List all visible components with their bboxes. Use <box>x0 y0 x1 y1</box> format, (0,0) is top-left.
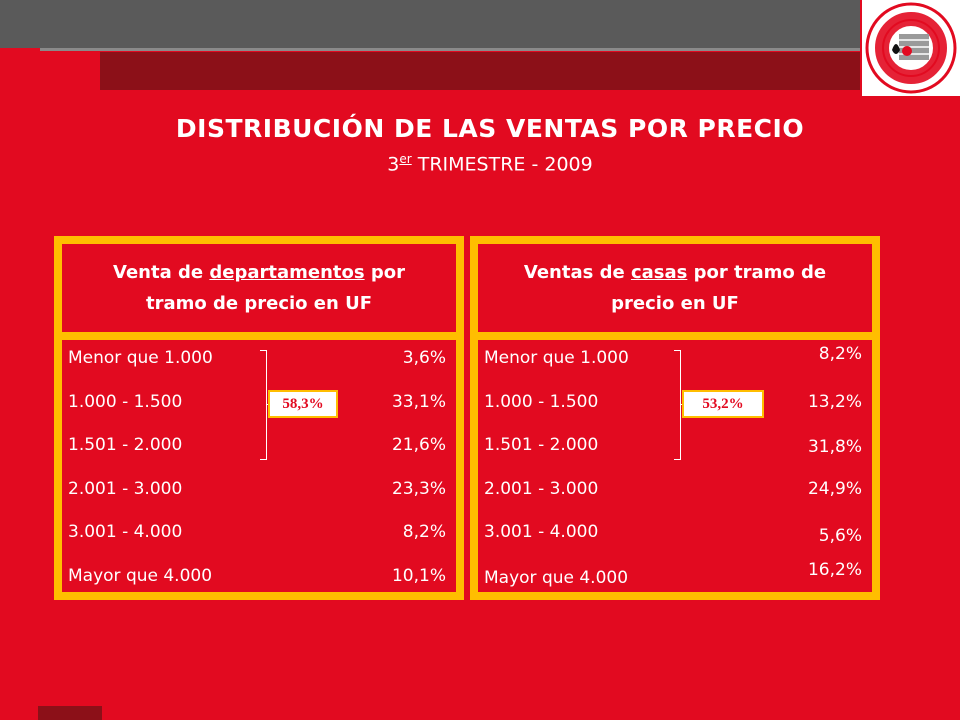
subtitle-period: TRIMESTRE - 2009 <box>411 153 593 176</box>
subtotal-badge: 58,3% <box>268 390 338 418</box>
share-value: 21,6% <box>391 435 446 455</box>
share-value: 24,9% <box>807 479 862 499</box>
share-value: 13,2% <box>807 392 862 412</box>
subtitle-number: 3 <box>387 153 400 176</box>
apartments-panel-heading: Venta de departamentos por tramo de prec… <box>62 244 456 340</box>
range-label: 2.001 - 3.000 <box>484 479 599 499</box>
table-row: 3.001 - 4.000 5,6% <box>478 518 872 548</box>
apartments-panel: Venta de departamentos por tramo de prec… <box>54 236 464 600</box>
table-row: 2.001 - 3.000 23,3% <box>62 475 456 505</box>
range-label: 1.000 - 1.500 <box>484 392 599 412</box>
share-value: 3,6% <box>402 348 446 368</box>
heading-prefix: Venta de <box>113 262 210 283</box>
table-row: 1.501 - 2.000 21,6% <box>62 431 456 461</box>
share-value: 16,2% <box>807 560 862 580</box>
houses-panel-heading: Ventas de casas por tramo de precio en U… <box>478 244 872 340</box>
range-label: 3.001 - 4.000 <box>68 522 183 542</box>
table-row: Mayor que 4.000 10,1% <box>62 562 456 592</box>
range-label: Menor que 1.000 <box>68 348 213 368</box>
range-label: Mayor que 4.000 <box>484 568 629 588</box>
range-label: 1.000 - 1.500 <box>68 392 183 412</box>
share-value: 8,2% <box>402 522 446 542</box>
page-subtitle: 3er TRIMESTRE - 2009 <box>0 152 960 175</box>
range-label: 2.001 - 3.000 <box>68 479 183 499</box>
table-row: Menor que 1.000 8,2% <box>478 344 872 374</box>
range-label: 1.501 - 2.000 <box>68 435 183 455</box>
share-value: 10,1% <box>391 566 446 586</box>
share-value: 5,6% <box>818 526 862 546</box>
heading-suffix: por tramo de precio en UF <box>611 262 827 314</box>
subtitle-ordinal: er <box>399 152 412 166</box>
houses-panel: Ventas de casas por tramo de precio en U… <box>470 236 880 600</box>
range-label: 3.001 - 4.000 <box>484 522 599 542</box>
cchc-logo <box>862 0 960 96</box>
share-value: 33,1% <box>391 392 446 412</box>
range-bracket <box>674 350 681 460</box>
range-label: Mayor que 4.000 <box>68 566 213 586</box>
header-band <box>100 52 860 90</box>
range-label: 1.501 - 2.000 <box>484 435 599 455</box>
table-row: 1.501 - 2.000 31,8% <box>478 431 872 461</box>
table-row: Mayor que 4.000 16,2% <box>478 560 872 592</box>
top-bar-highlight <box>40 48 860 51</box>
heading-emphasis: departamentos <box>209 262 365 283</box>
table-row: Menor que 1.000 3,6% <box>62 344 456 374</box>
share-value: 8,2% <box>818 344 862 364</box>
page-title: DISTRIBUCIÓN DE LAS VENTAS POR PRECIO <box>175 114 805 143</box>
range-label: Menor que 1.000 <box>484 348 629 368</box>
share-value: 23,3% <box>391 479 446 499</box>
table-row: 1.000 - 1.500 33,1% <box>62 388 456 418</box>
share-value: 31,8% <box>807 437 862 457</box>
range-bracket <box>260 350 267 460</box>
top-bar <box>0 0 860 48</box>
heading-emphasis: casas <box>630 262 688 283</box>
cchc-seal-icon <box>865 2 957 94</box>
table-row: 3.001 - 4.000 8,2% <box>62 518 456 548</box>
footer-tab <box>38 706 102 720</box>
subtotal-badge: 53,2% <box>682 390 764 418</box>
table-row: 2.001 - 3.000 24,9% <box>478 475 872 505</box>
table-row: 1.000 - 1.500 13,2% <box>478 388 872 418</box>
heading-prefix: Ventas de <box>523 262 631 283</box>
heading-suffix: por tramo de precio en UF <box>145 262 405 314</box>
